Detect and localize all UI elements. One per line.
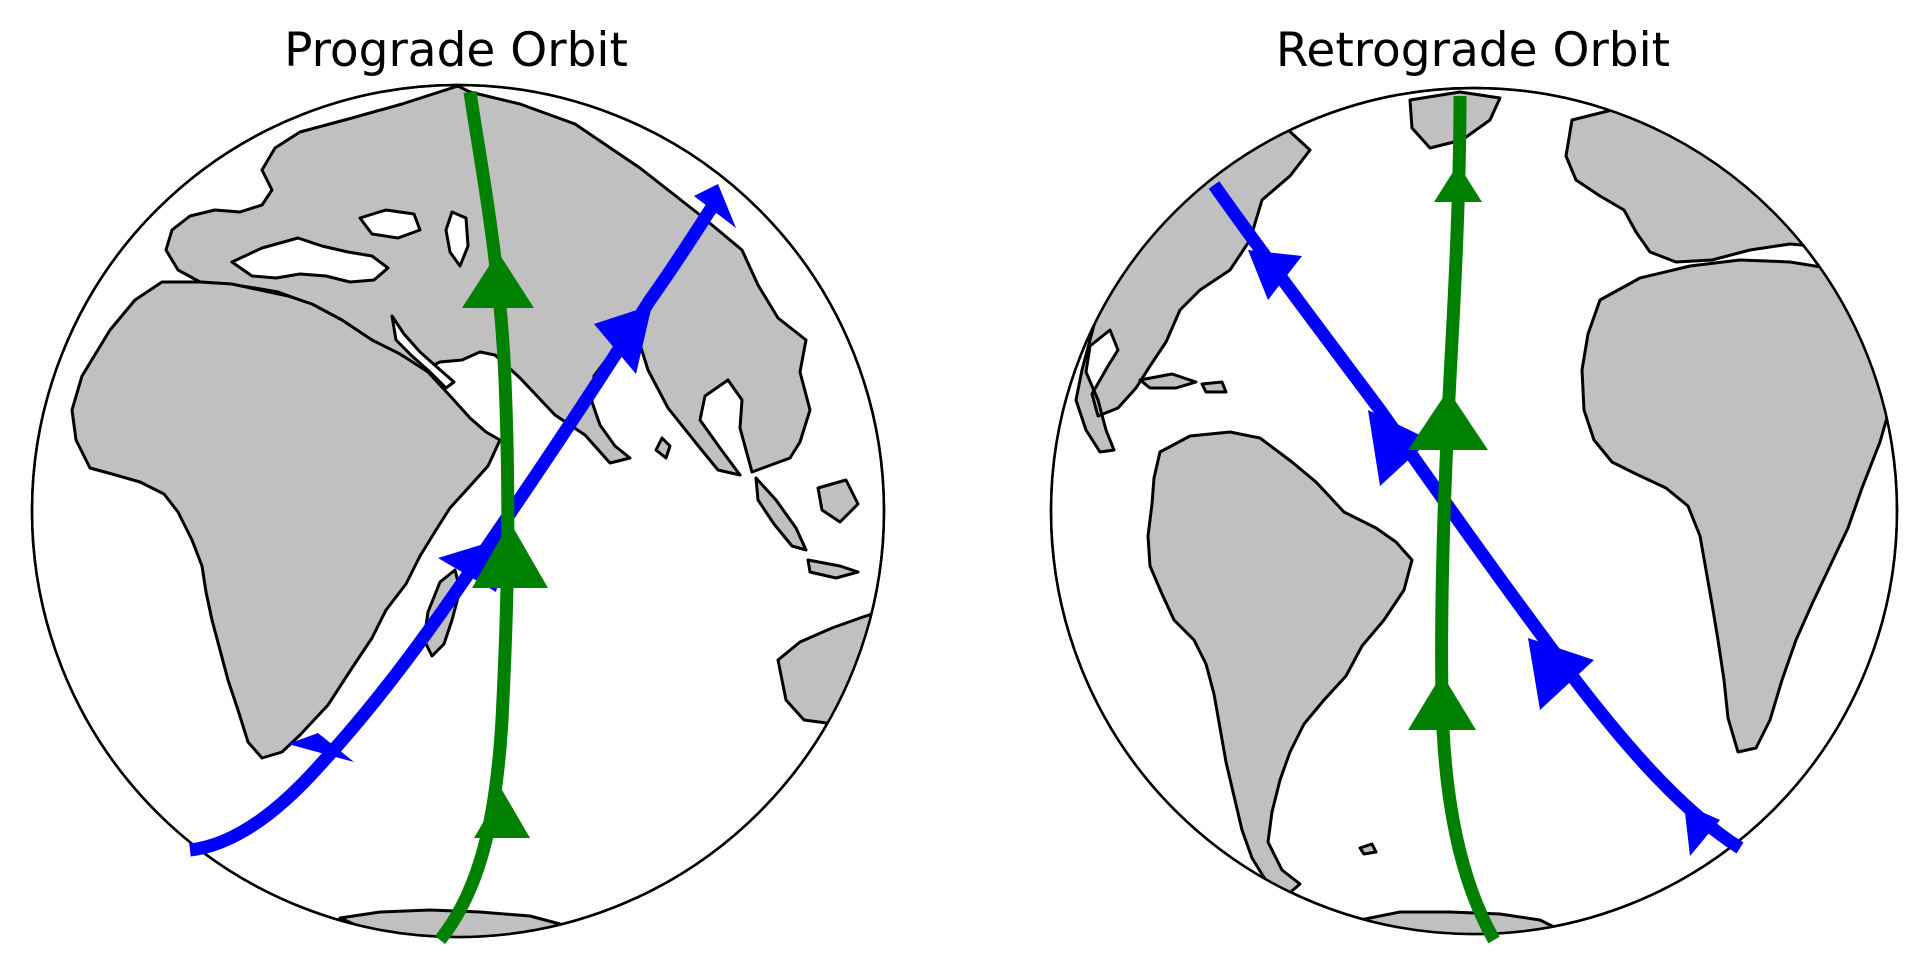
- mediterranean-sea: [230, 236, 390, 284]
- cuba: [1138, 372, 1198, 390]
- prograde-inclined-arrow-4: [694, 184, 736, 228]
- borneo: [816, 478, 860, 524]
- retrograde-polar-orbit: [1408, 95, 1500, 944]
- retrograde-inclined-arrow-3: [1528, 638, 1594, 710]
- prograde-polar-orbit: [434, 91, 548, 945]
- retrograde-polar-arrow-3: [1408, 674, 1476, 730]
- retrograde-inclined-arrow-2: [1368, 410, 1430, 486]
- prograde-inclined-orbit: [189, 184, 736, 857]
- retrograde-inclined-arrow-4: [1684, 804, 1720, 856]
- prograde-panel: Prograde Orbit: [30, 23, 886, 945]
- sri-lanka: [654, 436, 672, 460]
- south-america-landmass: [1146, 430, 1414, 898]
- retrograde-panel: Retrograde Orbit: [1049, 23, 1899, 944]
- prograde-polar-arrow-2: [472, 522, 548, 588]
- retrograde-inclined-orbit: [1208, 181, 1744, 856]
- antarctica-landmass-right: [1358, 910, 1562, 934]
- prograde-title: Prograde Orbit: [284, 23, 628, 78]
- prograde-polar-arrow-1: [474, 790, 530, 838]
- red-sea: [390, 314, 456, 390]
- hispaniola: [1200, 380, 1228, 394]
- java: [806, 558, 860, 580]
- retrograde-inclined-arrow-1: [1248, 250, 1302, 300]
- retrograde-landmasses: [1074, 90, 1897, 934]
- retrograde-globe-outline: [1049, 86, 1899, 936]
- prograde-inclined-arrow-3: [594, 305, 652, 374]
- caspian-sea: [444, 210, 470, 268]
- prograde-inclined-arrow-1: [288, 733, 354, 762]
- retrograde-polar-arrow-2: [1408, 390, 1488, 450]
- prograde-globe-outline: [30, 83, 886, 939]
- africa-landmass: [70, 280, 502, 760]
- retrograde-polar-orbit-track: [1435, 95, 1500, 944]
- retrograde-title: Retrograde Orbit: [1276, 23, 1670, 78]
- retrograde-inclined-orbit-track: [1208, 181, 1744, 854]
- sumatra: [754, 476, 808, 552]
- prograde-polar-arrow-3: [462, 252, 534, 308]
- retrograde-polar-arrow-1: [1434, 164, 1482, 202]
- south-georgia: [1358, 842, 1378, 856]
- black-sea: [358, 208, 422, 240]
